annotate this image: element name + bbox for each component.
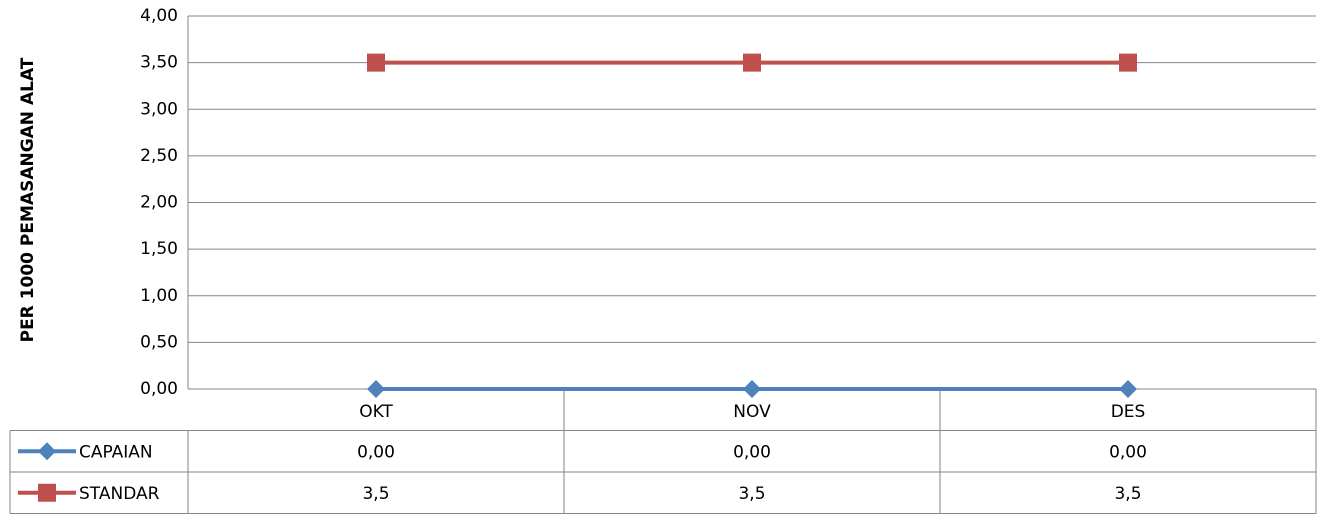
marker bbox=[1119, 53, 1137, 72]
legend-label: CAPAIAN bbox=[79, 442, 153, 462]
marker bbox=[1119, 380, 1137, 398]
data-label: 3,5 bbox=[738, 484, 765, 504]
data-label: 3,5 bbox=[362, 484, 389, 504]
y-tick-label: 2,50 bbox=[140, 146, 178, 166]
marker bbox=[367, 380, 385, 398]
marker bbox=[743, 380, 761, 398]
y-tick-label: 3,50 bbox=[140, 53, 178, 73]
x-tick-label: OKT bbox=[359, 402, 393, 422]
y-tick-label: 2,00 bbox=[140, 193, 178, 213]
data-label: 0,00 bbox=[733, 442, 771, 462]
x-tick-label: NOV bbox=[733, 402, 771, 422]
y-tick-label: 3,00 bbox=[140, 99, 178, 119]
y-tick-label: 1,50 bbox=[140, 239, 178, 259]
y-tick-label: 1,00 bbox=[140, 286, 178, 306]
marker bbox=[38, 442, 56, 461]
marker bbox=[367, 53, 385, 72]
marker bbox=[38, 483, 56, 502]
y-tick-label: 4,00 bbox=[140, 6, 178, 26]
data-label: 0,00 bbox=[1109, 442, 1147, 462]
y-tick-label: 0,50 bbox=[140, 332, 178, 352]
legend-label: STANDAR bbox=[79, 484, 160, 504]
data-label: 3,5 bbox=[1114, 484, 1141, 504]
marker bbox=[743, 53, 761, 72]
y-axis-label: PER 1000 PEMASANGAN ALAT bbox=[18, 57, 38, 342]
data-label: 0,00 bbox=[357, 442, 395, 462]
y-tick-label: 0,00 bbox=[140, 379, 178, 399]
x-tick-label: DES bbox=[1111, 402, 1146, 422]
